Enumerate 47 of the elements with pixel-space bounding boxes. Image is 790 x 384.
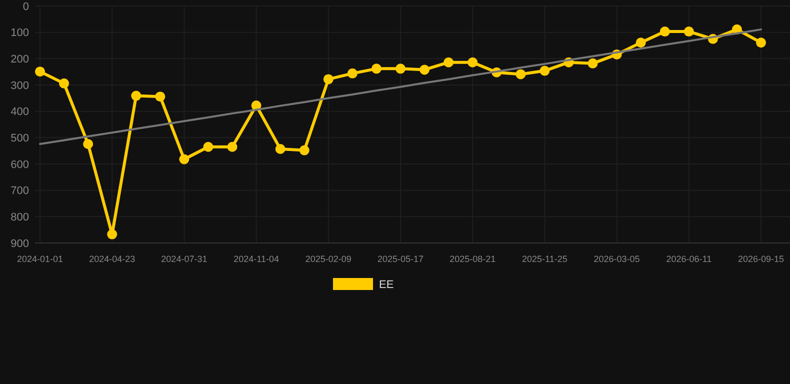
- point: [83, 138, 94, 149]
- point: [299, 145, 310, 156]
- y-tick-label: 100: [10, 27, 29, 40]
- point: [420, 64, 430, 75]
- point: [684, 26, 694, 37]
- point: [588, 58, 598, 68]
- x-tick-label: 2024-04-23: [89, 254, 136, 264]
- x-tick-label: 2026-09-15: [738, 254, 784, 264]
- y-tick-label: 500: [10, 132, 29, 145]
- x-tick-label: 2024-07-31: [161, 254, 208, 264]
- x-tick-label: 2025-02-09: [305, 254, 352, 264]
- x-tick-label: 2025-05-17: [377, 254, 424, 264]
- point: [203, 142, 214, 152]
- y-tick-label: 600: [10, 158, 29, 171]
- y-tick-label: 900: [10, 238, 29, 250]
- point: [396, 64, 406, 74]
- point: [275, 144, 286, 154]
- x-tick-label: 2025-11-25: [522, 254, 568, 264]
- x-tick-label: 2025-08-21: [450, 254, 496, 264]
- point: [59, 78, 70, 88]
- point: [179, 154, 190, 164]
- point: [227, 142, 238, 152]
- point: [35, 66, 45, 77]
- point: [371, 64, 382, 74]
- x-tick-label: 2024-01-01: [16, 254, 64, 264]
- y-tick-label: 300: [10, 80, 29, 92]
- y-tick-label: 200: [10, 54, 29, 66]
- y-tick-label: 0: [22, 0, 29, 13]
- point: [107, 229, 118, 240]
- point: [468, 57, 478, 68]
- point: [155, 92, 166, 102]
- legend-label: EE: [379, 278, 394, 291]
- point: [444, 57, 454, 68]
- point: [131, 90, 142, 101]
- y-tick-label: 400: [10, 106, 29, 118]
- y-tick-label: 800: [10, 212, 29, 224]
- point: [540, 66, 550, 76]
- point: [323, 74, 334, 84]
- point: [756, 38, 766, 48]
- point: [516, 69, 526, 80]
- point: [347, 68, 358, 78]
- x-tick-label: 2024-11-04: [234, 254, 279, 264]
- point: [636, 38, 646, 48]
- point: [660, 26, 670, 37]
- x-tick-label: 2026-06-11: [666, 254, 712, 264]
- x-tick-label: 2026-03-05: [594, 254, 640, 264]
- y-tick-label: 700: [10, 185, 29, 198]
